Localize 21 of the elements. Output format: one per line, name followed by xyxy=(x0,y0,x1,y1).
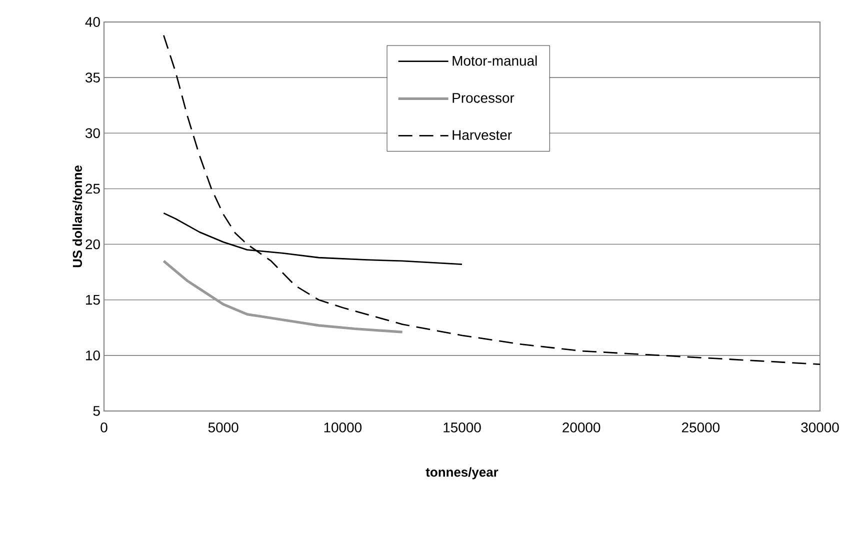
legend-label: Harvester xyxy=(452,130,512,140)
line-series xyxy=(162,34,821,366)
y-tick-label: 5 xyxy=(93,406,100,416)
y-tick-label: 10 xyxy=(86,350,100,360)
legend-label: Processor xyxy=(452,93,514,103)
x-tick-label: 30000 xyxy=(801,422,839,432)
x-tick-label: 20000 xyxy=(562,422,600,432)
y-axis-title: US dollars/tonne xyxy=(72,165,82,268)
y-tick-label: 35 xyxy=(85,72,100,83)
x-tick-label: 15000 xyxy=(444,422,481,432)
y-tick-label: 40 xyxy=(85,17,100,27)
x-axis-title: tonnes/year xyxy=(426,467,498,480)
y-tick-label: 20 xyxy=(86,239,100,250)
y-tick-label: 30 xyxy=(85,128,100,138)
x-tick-label: 0 xyxy=(100,422,108,432)
y-tick-label: 15 xyxy=(86,294,100,305)
y-tick-label: 25 xyxy=(86,184,100,194)
x-tick-label: 10000 xyxy=(324,422,362,432)
legend-label: Motor-manual xyxy=(452,56,537,66)
x-tick-label: 5000 xyxy=(208,422,238,432)
x-tick-label: 25000 xyxy=(682,422,720,432)
